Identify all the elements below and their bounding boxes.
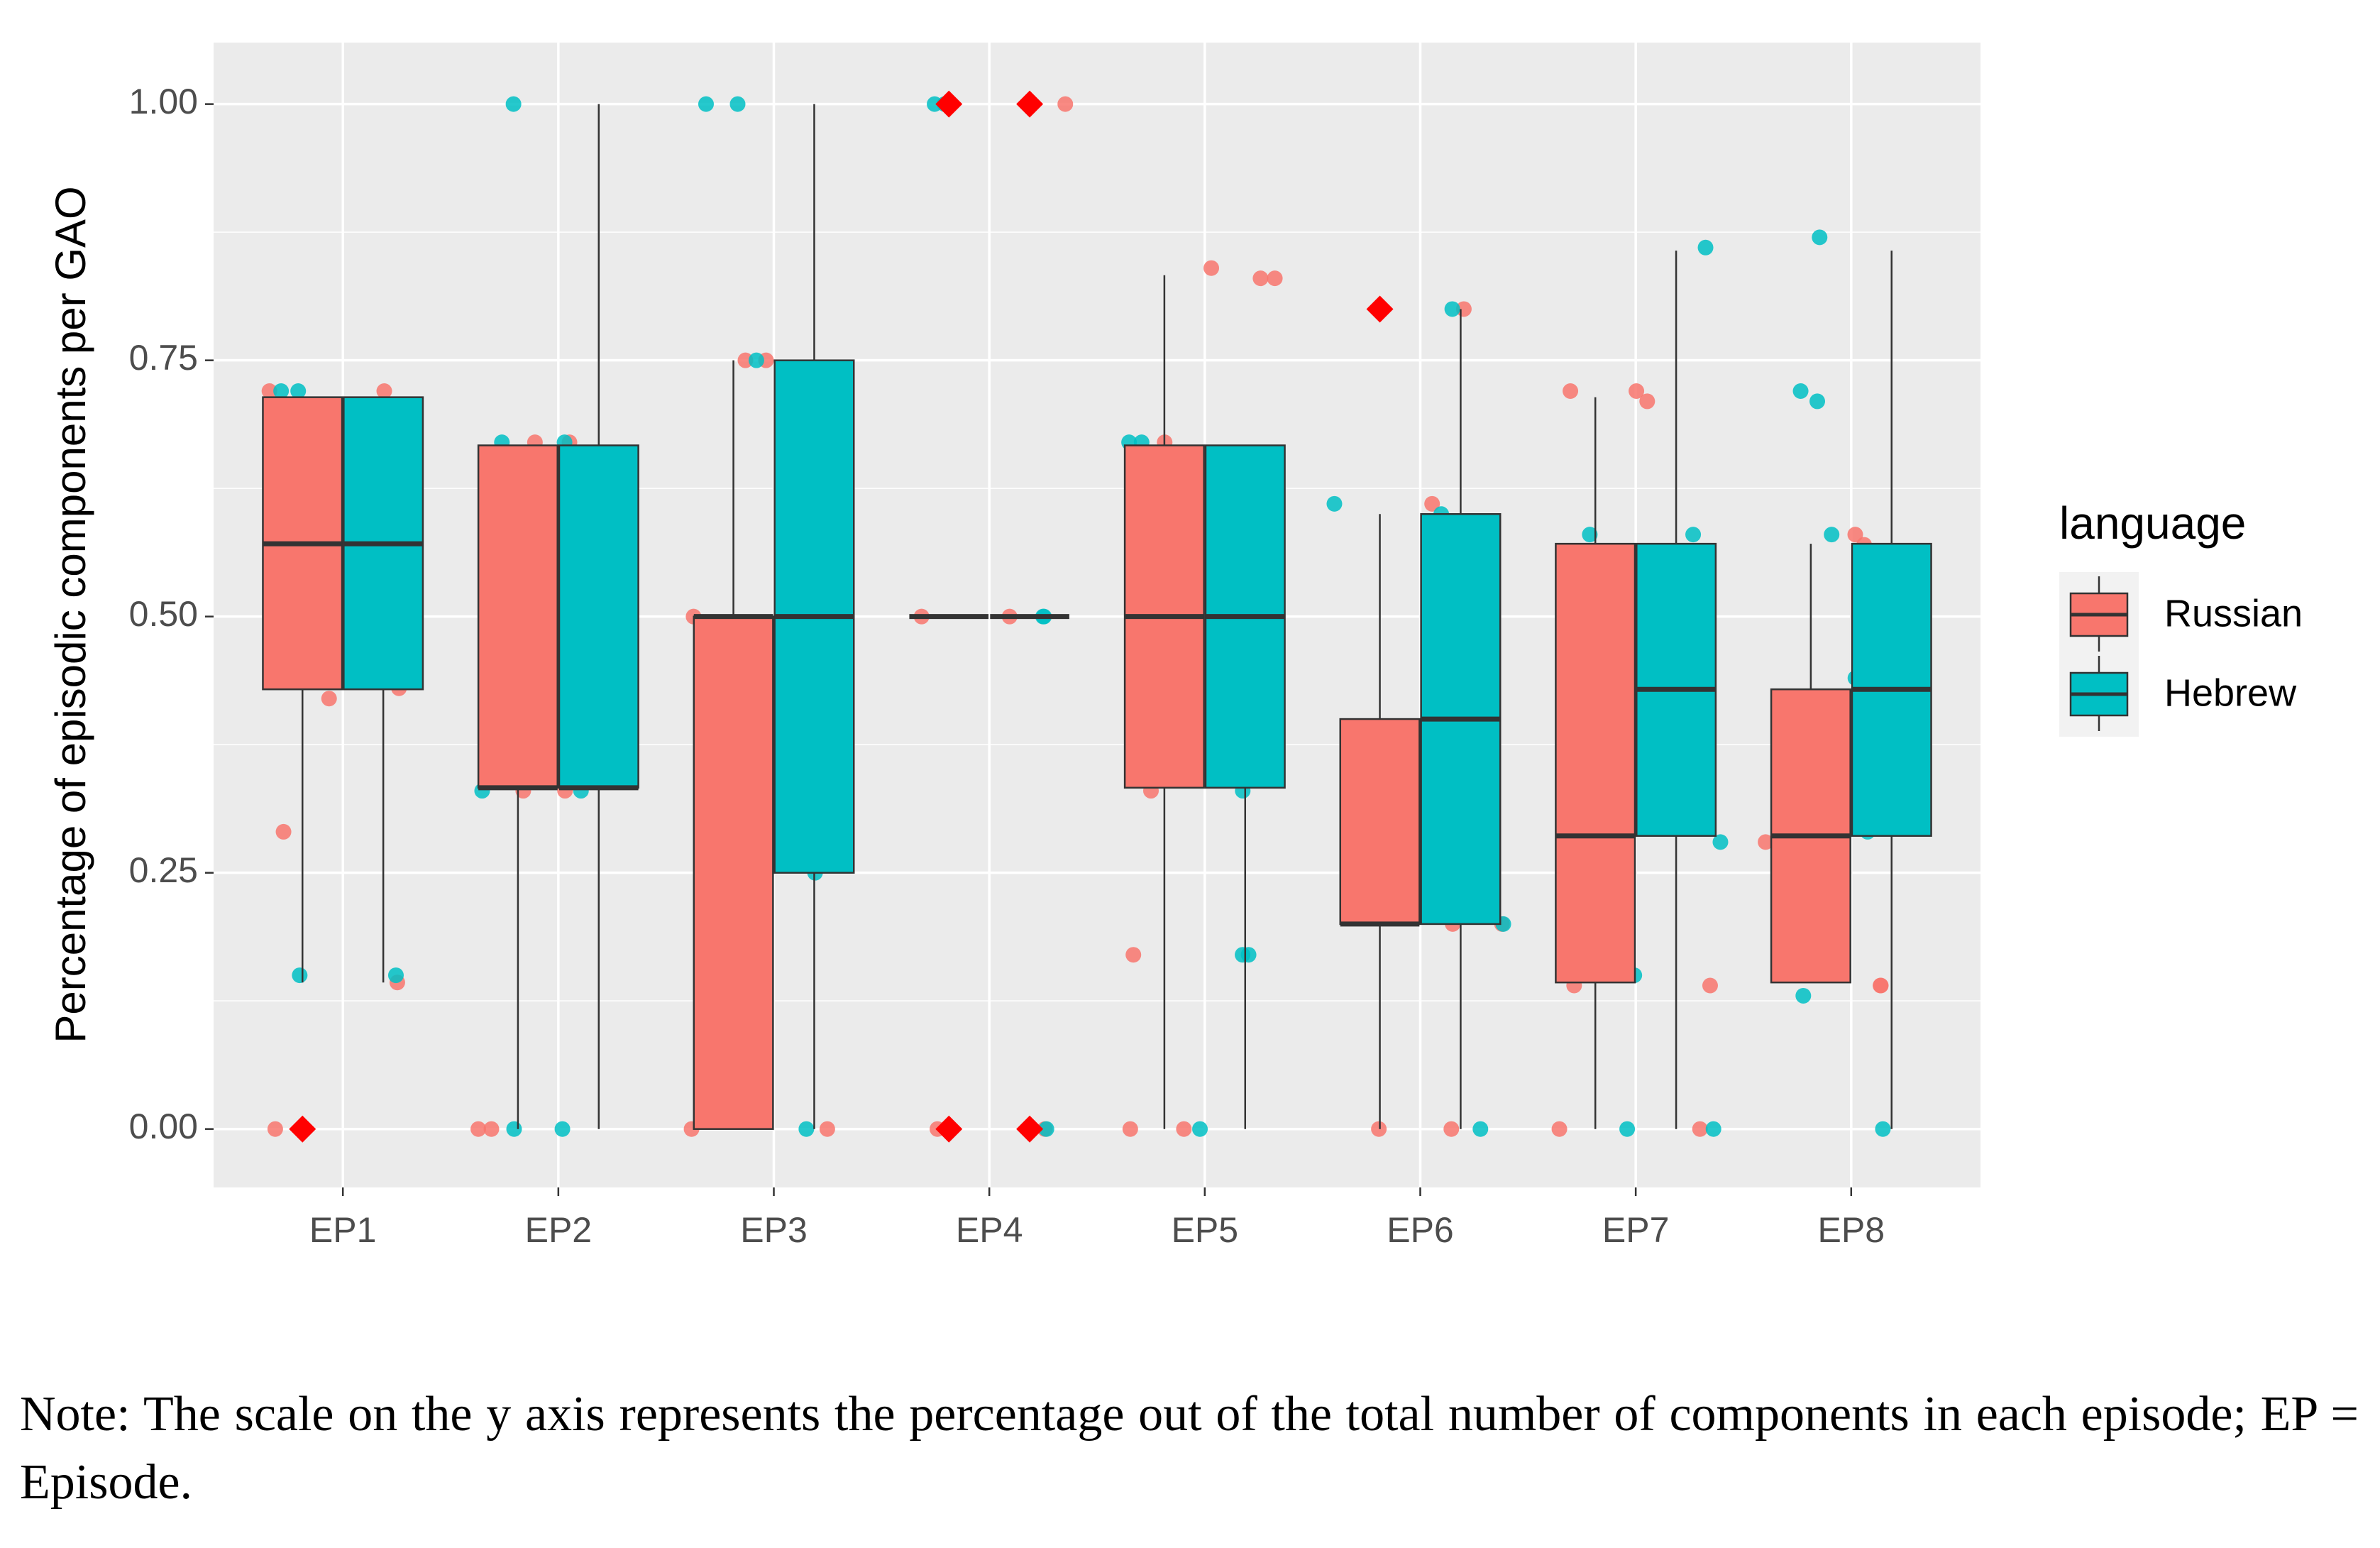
- jitter-point: [1702, 977, 1718, 994]
- jitter-point: [290, 383, 307, 399]
- jitter-point: [1057, 96, 1074, 112]
- jitter-point: [1192, 1121, 1208, 1137]
- jitter-point: [1472, 1121, 1489, 1137]
- legend-label: Hebrew: [2164, 671, 2297, 714]
- legend-title: language: [2059, 498, 2246, 549]
- x-tick-label: EP5: [1172, 1210, 1239, 1250]
- jitter-point: [1809, 393, 1826, 410]
- jitter-point: [1639, 393, 1655, 410]
- jitter-point: [1240, 947, 1257, 963]
- y-tick-label: 0.75: [129, 338, 198, 378]
- jitter-point: [1873, 977, 1889, 994]
- legend-label: Russian: [2164, 592, 2303, 635]
- jitter-point: [729, 96, 746, 112]
- jitter-point: [554, 1121, 571, 1137]
- jitter-point: [292, 967, 308, 984]
- y-tick-label: 1.00: [129, 82, 198, 121]
- jitter-point: [1444, 301, 1460, 317]
- jitter-point: [321, 691, 337, 707]
- jitter-point: [275, 823, 292, 840]
- outlier: [1016, 90, 1044, 118]
- jitter-point: [1619, 1121, 1636, 1137]
- jitter-point: [1875, 1121, 1891, 1137]
- outlier: [289, 1115, 316, 1143]
- x-tick-label: EP8: [1818, 1210, 1885, 1250]
- y-tick-label: 0.50: [129, 594, 198, 634]
- outlier: [935, 90, 963, 118]
- jitter-point: [1758, 834, 1774, 850]
- jitter-point: [483, 1121, 500, 1137]
- jitter-point: [1563, 383, 1579, 399]
- x-tick-label: EP1: [309, 1210, 377, 1250]
- box: [693, 615, 774, 1130]
- jitter-point: [1824, 527, 1840, 543]
- jitter-point: [1267, 270, 1283, 287]
- x-tick-label: EP4: [956, 1210, 1023, 1250]
- y-axis-title: Percentage of episodic components per GA…: [47, 186, 94, 1043]
- outlier: [1366, 295, 1394, 323]
- y-tick-label: 0.00: [129, 1107, 198, 1146]
- jitter-point: [798, 1121, 815, 1137]
- x-tick-label: EP3: [740, 1210, 808, 1250]
- jitter-point: [1847, 527, 1863, 543]
- jitter-point: [1424, 495, 1440, 512]
- y-tick-label: 0.25: [129, 850, 198, 890]
- box: [558, 444, 639, 789]
- jitter-point: [1443, 1121, 1460, 1137]
- chart: Percentage of episodic components per GA…: [47, 43, 2303, 1250]
- x-tick-label: EP2: [525, 1210, 593, 1250]
- jitter-point: [1705, 1121, 1721, 1137]
- jitter-point: [1685, 527, 1702, 543]
- jitter-point: [1371, 1121, 1387, 1137]
- note: Note: The scale on the y axis represents…: [20, 1387, 2359, 1510]
- outlier: [1016, 1115, 1044, 1143]
- jitter-point: [1629, 383, 1645, 399]
- jitter-point: [819, 1121, 835, 1137]
- jitter-point: [1792, 383, 1809, 399]
- jitter-point: [1203, 260, 1220, 276]
- jitter-point: [273, 383, 290, 399]
- jitter-point: [1582, 527, 1598, 543]
- jitter-point: [1697, 239, 1714, 256]
- x-tick-label: EP6: [1387, 1210, 1454, 1250]
- jitter-point: [1692, 1121, 1708, 1137]
- jitter-point: [267, 1121, 283, 1137]
- jitter-point: [1795, 987, 1812, 1004]
- jitter-point: [387, 967, 404, 984]
- jitter-point: [261, 383, 277, 399]
- jitter-point: [1326, 495, 1343, 512]
- jitter-point: [1125, 947, 1142, 963]
- jitter-point: [698, 96, 714, 112]
- jitter-point: [1038, 1121, 1054, 1137]
- box: [1339, 718, 1421, 926]
- jitter-point: [1252, 270, 1269, 287]
- jitter-point: [470, 1121, 487, 1137]
- jitter-point: [505, 96, 522, 112]
- jitter-point: [1551, 1121, 1568, 1137]
- jitter-point: [748, 352, 764, 368]
- box: [477, 444, 558, 789]
- jitter-point: [1812, 229, 1828, 246]
- jitter-point: [737, 352, 754, 368]
- jitter-point: [506, 1121, 522, 1137]
- x-tick-label: EP7: [1602, 1210, 1670, 1250]
- jitter-point: [376, 383, 392, 399]
- jitter-point: [1122, 1121, 1138, 1137]
- jitter-point: [1712, 834, 1729, 850]
- outlier: [935, 1115, 963, 1143]
- box: [1555, 542, 1636, 984]
- jitter-point: [1176, 1121, 1192, 1137]
